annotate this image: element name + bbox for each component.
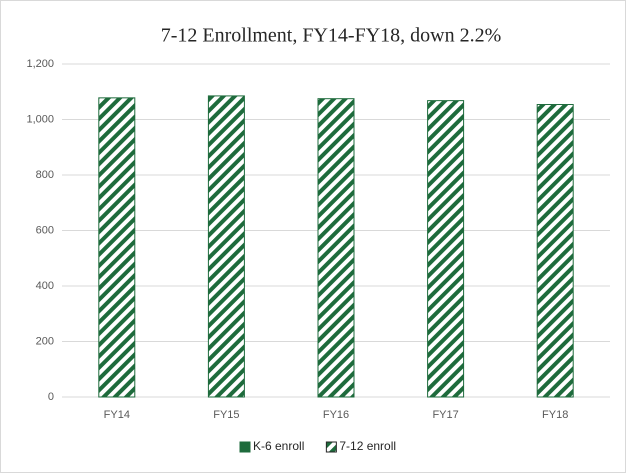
legend-label: K-6 enroll [253, 439, 304, 453]
bar [427, 100, 465, 398]
legend-swatch [325, 441, 337, 453]
bar [207, 95, 245, 398]
x-tick-label: FY15 [213, 409, 239, 421]
x-tick-label: FY16 [323, 409, 349, 421]
y-tick-label: 1,200 [26, 58, 54, 70]
y-tick-label: 400 [36, 280, 54, 292]
y-tick-label: 200 [36, 335, 54, 347]
x-tick-label: FY17 [432, 409, 458, 421]
y-tick-label: 600 [36, 224, 54, 236]
bar [536, 104, 574, 398]
bar [317, 98, 355, 398]
chart-title: 7-12 Enrollment, FY14-FY18, down 2.2% [161, 25, 502, 47]
y-tick-label: 800 [36, 169, 54, 181]
y-tick-label: 0 [48, 391, 54, 403]
x-tick-label: FY18 [542, 409, 568, 421]
legend-swatch [239, 441, 251, 453]
x-tick-label: FY14 [104, 409, 130, 421]
y-tick-label: 1,000 [26, 113, 54, 125]
bar [98, 97, 136, 398]
legend-label: 7-12 enroll [339, 439, 396, 453]
